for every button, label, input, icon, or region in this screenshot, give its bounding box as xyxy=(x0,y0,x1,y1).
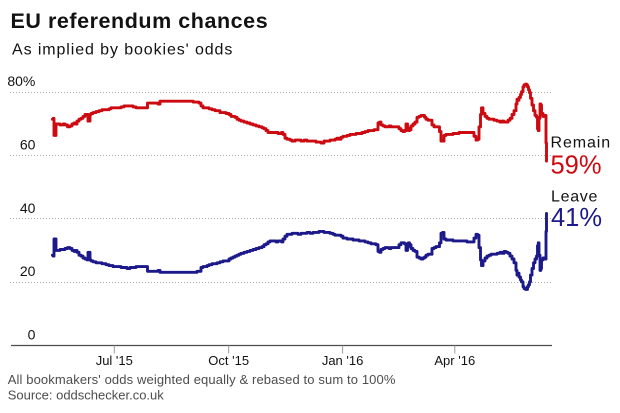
svg-text:59%: 59% xyxy=(551,152,602,180)
svg-text:20: 20 xyxy=(20,263,36,279)
svg-text:0: 0 xyxy=(28,327,36,343)
svg-text:Source: oddschecker.co.uk: Source: oddschecker.co.uk xyxy=(8,388,165,403)
svg-text:60: 60 xyxy=(20,137,36,153)
svg-text:Apr '16: Apr '16 xyxy=(434,353,475,368)
svg-text:40: 40 xyxy=(20,200,36,216)
svg-text:41%: 41% xyxy=(551,204,602,232)
svg-text:Jan '16: Jan '16 xyxy=(322,353,364,368)
svg-text:Remain: Remain xyxy=(551,135,612,152)
svg-text:As implied by bookies' odds: As implied by bookies' odds xyxy=(12,42,233,59)
svg-text:All bookmakers' odds weighted: All bookmakers' odds weighted equally & … xyxy=(8,372,396,387)
svg-text:Oct '15: Oct '15 xyxy=(208,353,249,368)
svg-text:80%: 80% xyxy=(7,73,35,89)
svg-text:Jul '15: Jul '15 xyxy=(96,353,133,368)
svg-text:Leave: Leave xyxy=(551,189,598,206)
svg-text:EU referendum chances: EU referendum chances xyxy=(11,9,269,33)
